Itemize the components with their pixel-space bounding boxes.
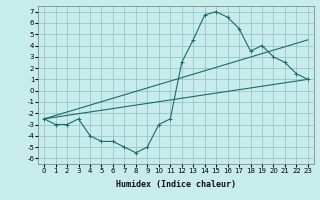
X-axis label: Humidex (Indice chaleur): Humidex (Indice chaleur) (116, 180, 236, 189)
